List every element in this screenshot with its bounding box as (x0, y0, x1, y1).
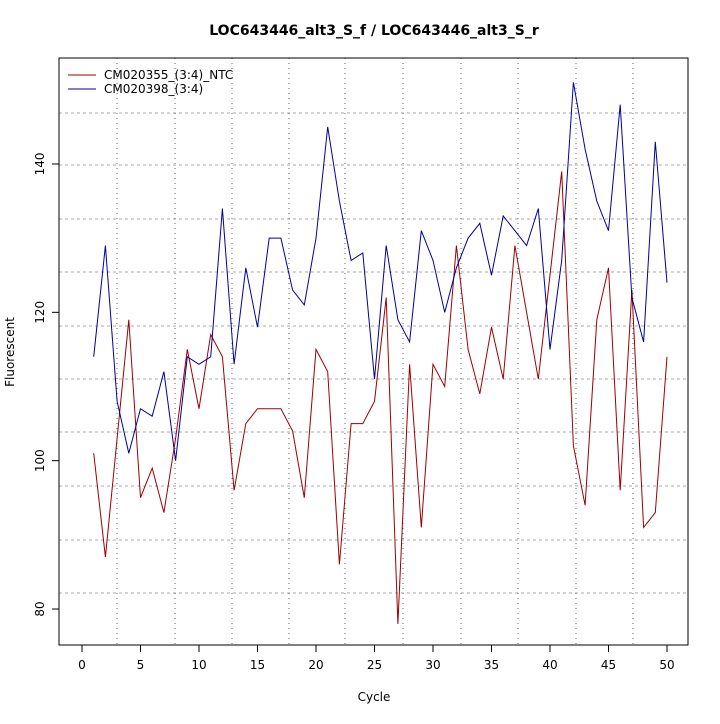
legend-label-sample: CM020398_(3:4) (104, 82, 203, 96)
series-line-1 (93, 82, 668, 461)
x-tick-label: 45 (601, 658, 616, 672)
y-tick-label: 100 (33, 449, 47, 472)
x-tick-label: 50 (659, 658, 674, 672)
x-tick-label: 40 (542, 658, 557, 672)
x-tick-label: 10 (191, 658, 206, 672)
legend-label-ntc: CM020355_(3:4)_NTC (104, 68, 233, 82)
y-axis-label: Fluorescent (3, 317, 17, 387)
plot-frame (58, 57, 689, 646)
y-tick-label: 80 (33, 601, 47, 616)
series-lines (93, 82, 668, 624)
y-tick-label: 120 (33, 301, 47, 324)
x-axis-label: Cycle (358, 690, 391, 704)
grid (59, 58, 688, 645)
x-tick-label: 25 (367, 658, 382, 672)
x-axis: 0 5 10 15 20 25 30 35 40 45 50 (78, 644, 675, 672)
x-tick-label: 0 (78, 658, 86, 672)
series-line-0 (93, 171, 668, 624)
legend: CM020355_(3:4)_NTC CM020398_(3:4) (68, 68, 233, 96)
x-tick-label: 15 (250, 658, 265, 672)
y-tick-label: 140 (33, 153, 47, 176)
chart-title: LOC643446_alt3_S_f / LOC643446_alt3_S_r (209, 23, 539, 39)
x-tick-label: 35 (484, 658, 499, 672)
x-tick-label: 20 (308, 658, 323, 672)
y-axis: 80 100 120 140 (33, 153, 60, 617)
x-tick-label: 5 (137, 658, 145, 672)
x-tick-label: 30 (425, 658, 440, 672)
